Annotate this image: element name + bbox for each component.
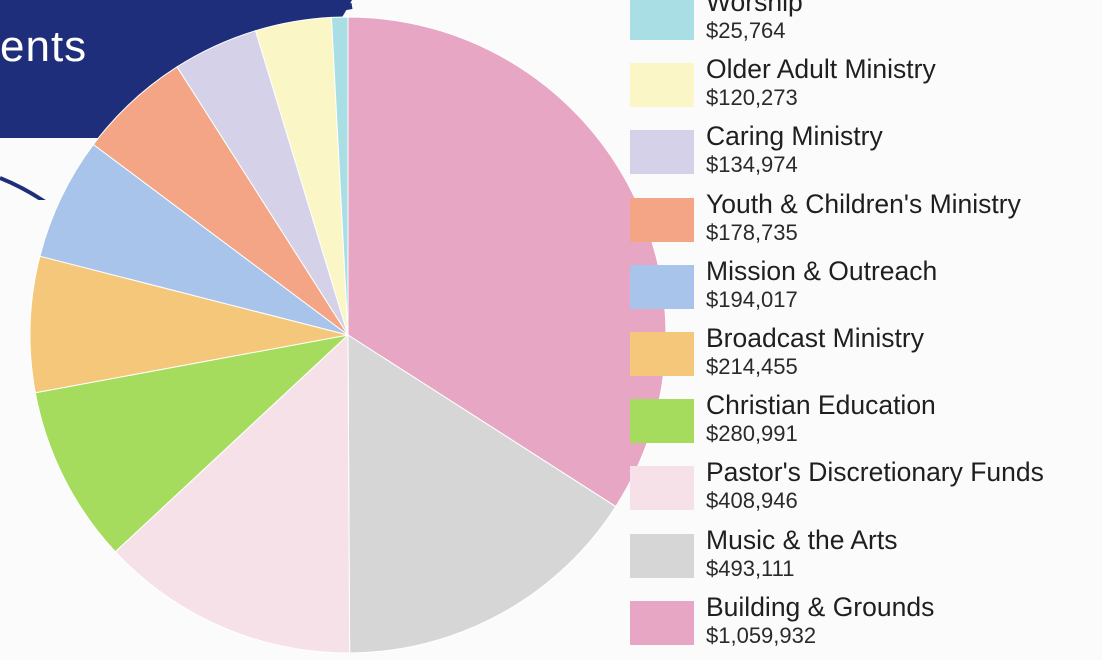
legend-item-caring-ministry: Caring Ministry $134,974 xyxy=(630,120,1102,187)
legend-value: $178,735 xyxy=(706,219,798,245)
legend-item-older-adult-ministry: Older Adult Ministry $120,273 xyxy=(630,53,1102,120)
legend-swatch xyxy=(630,264,694,309)
legend-item-christian-education: Christian Education $280,991 xyxy=(630,389,1102,456)
legend-value: $214,455 xyxy=(706,353,798,379)
legend-label: Mission & Outreach xyxy=(706,255,938,286)
legend-value: $25,764 xyxy=(706,18,786,43)
legend-label: Youth & Children's Ministry xyxy=(706,188,1021,219)
legend-swatch xyxy=(630,600,694,645)
pie-slice-music-the-arts xyxy=(347,334,617,654)
legend-swatch xyxy=(630,0,694,40)
legend-label: Worship xyxy=(706,0,803,17)
legend-label: Older Adult Ministry xyxy=(706,54,936,85)
legend-label: Music & the Arts xyxy=(706,524,898,555)
pie-slices xyxy=(29,16,667,654)
legend-value: $120,273 xyxy=(706,85,798,111)
legend-swatch xyxy=(630,466,694,511)
banner-text: ents xyxy=(0,22,88,71)
legend-item-mission-outreach: Mission & Outreach $194,017 xyxy=(630,255,1102,322)
legend-item-pastor-s-discretionary-funds: Pastor's Discretionary Funds $408,946 xyxy=(630,456,1102,523)
legend-item-broadcast-ministry: Broadcast Ministry $214,455 xyxy=(630,322,1102,389)
legend-value: $134,974 xyxy=(706,152,798,178)
legend-value: $194,017 xyxy=(706,286,798,312)
pie-slice-broadcast-ministry xyxy=(29,255,349,394)
legend-swatch xyxy=(630,533,694,578)
pie-slice-christian-education xyxy=(34,334,350,553)
legend-label: Building & Grounds xyxy=(706,591,935,622)
legend-value: $493,111 xyxy=(706,555,795,581)
pie-slice-pastor-s-discretionary-funds xyxy=(114,333,351,654)
legend-label: Caring Ministry xyxy=(706,121,883,152)
legend-item-music-the-arts: Music & the Arts $493,111 xyxy=(630,524,1102,591)
legend-item-youth-children-s-ministry: Youth & Children's Ministry $178,735 xyxy=(630,188,1102,255)
legend-item-worship: Worship $25,764 xyxy=(630,0,1102,53)
legend-value: $280,991 xyxy=(706,421,798,447)
legend-label: Christian Education xyxy=(706,390,936,421)
legend-item-building-grounds: Building & Grounds $1,059,932 xyxy=(630,591,1102,658)
legend-swatch xyxy=(630,331,694,376)
legend-swatch xyxy=(630,399,694,444)
legend-swatch xyxy=(630,63,694,108)
pie-slice-mission-outreach xyxy=(39,143,349,336)
legend-swatch xyxy=(630,197,694,242)
legend-label: Broadcast Ministry xyxy=(706,322,924,353)
banner-swoosh xyxy=(0,176,46,200)
legend: Worship $25,764 Older Adult Ministry $120,2… xyxy=(630,0,1102,658)
pie-slice-worship xyxy=(330,16,349,336)
legend-label: Pastor's Discretionary Funds xyxy=(706,457,1044,488)
legend-value: $408,946 xyxy=(706,488,798,514)
legend-value: $1,059,932 xyxy=(706,622,817,648)
legend-swatch xyxy=(630,130,694,175)
